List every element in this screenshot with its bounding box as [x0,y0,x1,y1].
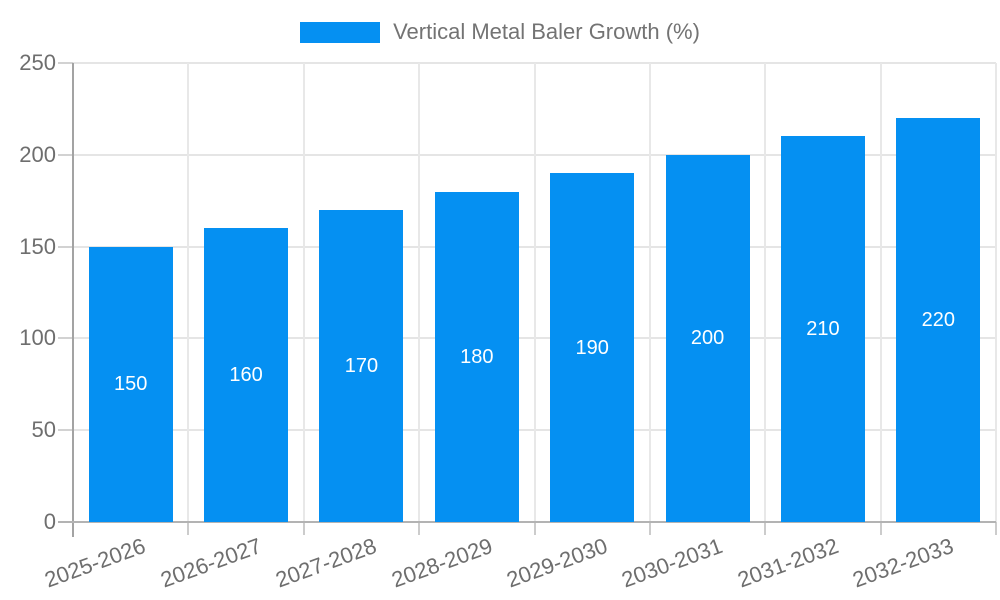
bar-value-label: 160 [229,364,263,387]
x-axis-tick [187,522,190,535]
x-axis-label: 2026-2027 [157,533,265,593]
bar-2029-2030[interactable] [550,173,635,522]
x-axis-tick [995,522,997,535]
bar-2025-2026[interactable] [88,246,173,522]
y-axis-label: 50 [31,417,56,443]
bar-value-label: 150 [114,373,148,396]
y-axis-line [72,63,74,537]
x-axis-label: 2029-2030 [503,533,611,593]
bar-value-label: 220 [921,309,955,332]
x-axis-label: 2028-2029 [387,533,496,593]
y-axis-label: 150 [19,233,56,259]
x-axis-label: 2025-2026 [41,533,150,593]
bar-2031-2032[interactable] [780,136,865,522]
y-axis-label: 200 [19,141,56,167]
bar-2032-2033[interactable] [896,118,981,522]
bar-value-label: 190 [575,336,609,359]
y-axis-tick [58,153,73,156]
y-axis-label: 100 [19,325,56,351]
gridline-vertical [533,63,536,522]
y-axis-tick [58,429,73,432]
x-axis-tick [302,522,305,535]
bar-value-label: 180 [460,345,494,368]
x-axis-tick [879,522,882,535]
x-axis-tick [764,522,767,535]
legend-swatch [300,21,381,43]
gridline-vertical [648,63,651,522]
x-axis-label: 2030-2031 [618,533,727,593]
bar-2028-2029[interactable] [434,191,519,522]
bar-2026-2027[interactable] [204,228,289,522]
x-axis-tick [648,522,651,535]
bar-value-label: 170 [344,354,379,377]
gridline-vertical [302,63,305,522]
x-axis-tick [533,522,536,535]
y-axis-label: 250 [19,50,56,75]
y-axis-tick [58,337,73,340]
legend-item[interactable]: Vertical Metal Baler Growth (%) [0,19,1000,45]
x-axis-label: 2031-2032 [734,533,842,593]
x-axis-label: 2027-2028 [272,533,380,593]
bar-2030-2031[interactable] [665,154,750,522]
x-axis-label: 2032-2033 [849,533,957,593]
gridline-vertical [418,63,421,522]
gridline-vertical [764,63,767,522]
bar-value-label: 200 [690,327,725,350]
bar-value-label: 210 [806,318,840,341]
y-axis-tick [58,245,73,248]
gridline-vertical [879,63,882,522]
bar-2027-2028[interactable] [319,209,404,522]
y-axis-tick [58,62,73,64]
legend-label: Vertical Metal Baler Growth (%) [393,19,700,44]
y-axis-label: 0 [43,509,56,534]
x-axis-tick [418,522,421,535]
x-axis-line [58,521,996,523]
gridline-vertical [995,63,997,522]
gridline-vertical [187,63,190,522]
